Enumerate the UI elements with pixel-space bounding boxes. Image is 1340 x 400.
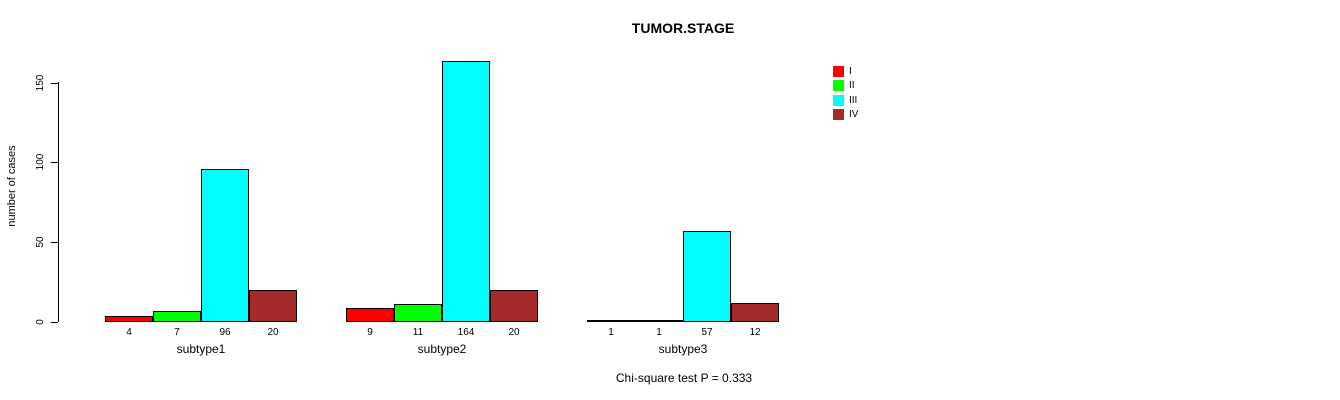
bar-value-label: 20 (267, 327, 279, 338)
y-tick-label: 50 (35, 236, 46, 248)
legend-label-I: I (849, 66, 852, 77)
y-axis-line (58, 82, 59, 322)
category-label-subtype1: subtype1 (176, 342, 226, 356)
y-tick-mark (51, 242, 58, 243)
category-label-subtype3: subtype3 (658, 342, 708, 356)
chart-title: TUMOR.STAGE (631, 20, 735, 36)
legend-swatch-II (833, 80, 844, 92)
bar-value-label: 9 (367, 327, 373, 338)
bar-subtype1-stage-I (105, 316, 153, 322)
bar-subtype1-stage-II (153, 311, 201, 322)
y-tick-label: 0 (35, 319, 46, 325)
bar-value-label: 1 (656, 327, 662, 338)
legend-swatch-III (833, 94, 844, 106)
bar-value-label: 1 (608, 327, 614, 338)
bar-value-label: 12 (749, 327, 761, 338)
bar-value-label: 96 (219, 327, 231, 338)
bar-value-label: 4 (126, 327, 132, 338)
y-tick-label: 100 (35, 153, 46, 171)
bar-value-label: 11 (412, 327, 424, 338)
y-tick-mark (51, 162, 58, 163)
bar-subtype3-stage-III (683, 231, 731, 322)
legend-label-III: III (849, 94, 858, 106)
y-tick-mark (51, 83, 58, 84)
y-axis-label: number of cases (6, 145, 18, 227)
legend-label-II: II (849, 80, 855, 92)
y-tick-label: 150 (35, 74, 46, 92)
legend-label-IV: IV (849, 109, 859, 121)
bar-subtype2-stage-II (394, 304, 442, 322)
y-tick-mark (51, 322, 58, 323)
bar-subtype3-stage-IV (731, 303, 779, 322)
bar-subtype1-stage-IV (249, 290, 297, 322)
bar-subtype2-stage-IV (490, 290, 538, 322)
bar-subtype3-stage-II (635, 320, 683, 322)
bar-value-label: 7 (174, 327, 180, 338)
bar-subtype2-stage-III (442, 61, 490, 322)
bar-subtype3-stage-I (587, 320, 635, 322)
bar-value-label: 164 (457, 327, 475, 338)
bar-value-label: 20 (508, 327, 520, 338)
bar-subtype1-stage-III (201, 169, 249, 322)
legend-swatch-IV (833, 109, 844, 121)
legend-swatch-I (833, 66, 844, 77)
chi-square-annotation: Chi-square test P = 0.333 (615, 371, 753, 385)
category-label-subtype2: subtype2 (417, 342, 467, 356)
bar-subtype2-stage-I (346, 308, 394, 322)
bar-value-label: 57 (701, 327, 713, 338)
